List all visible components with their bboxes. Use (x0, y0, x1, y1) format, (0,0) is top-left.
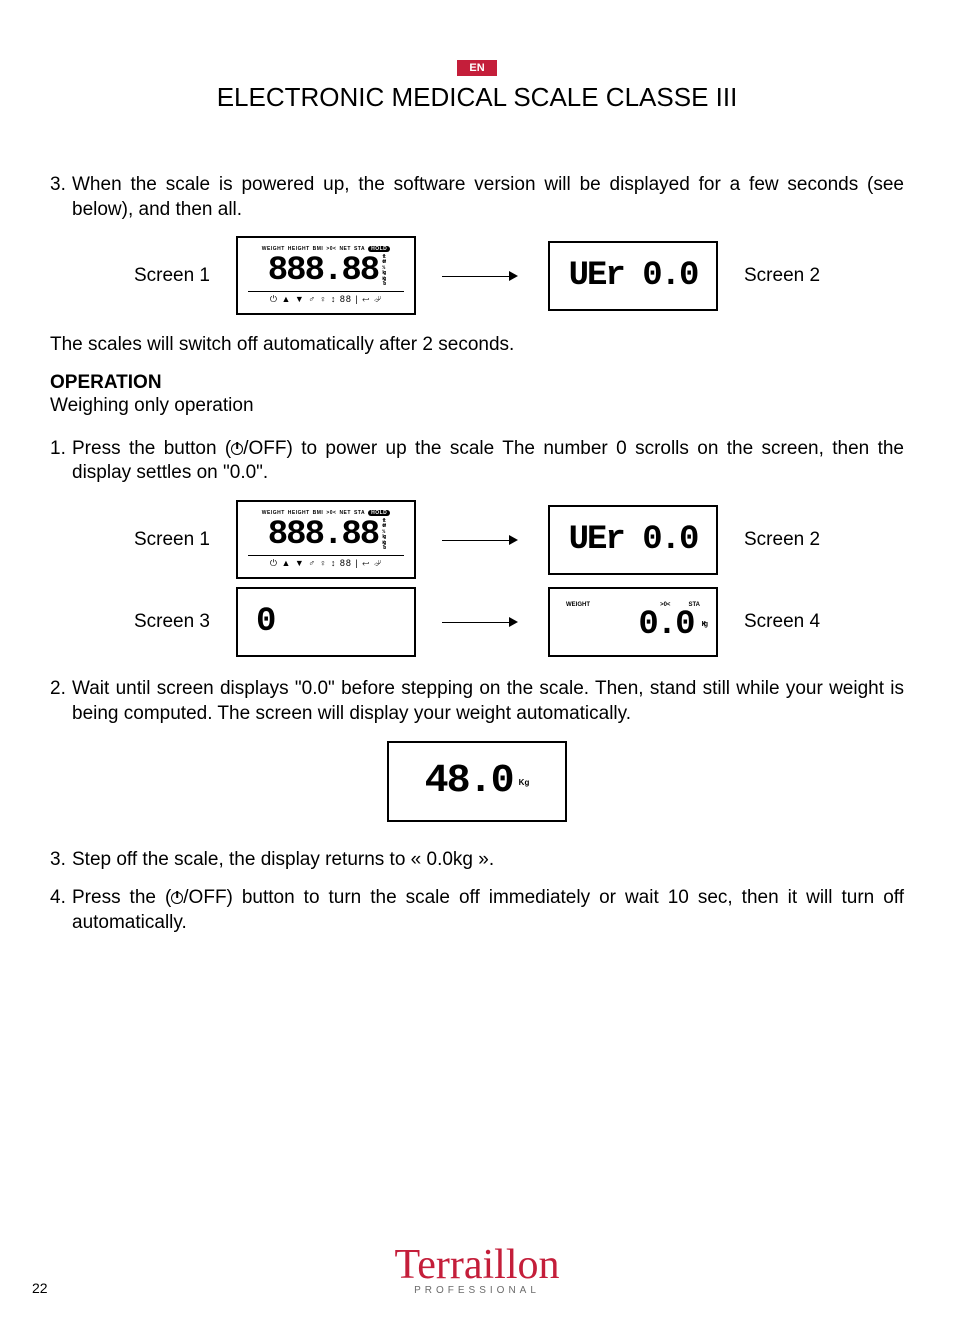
step-number: 1. (50, 437, 72, 486)
digits-value: 888.88 (268, 254, 378, 288)
digits-value: 888.88 (268, 518, 378, 552)
brand-name: Terraillon (395, 1241, 560, 1289)
lcd-screen-3: 0 (236, 587, 416, 657)
lcd-digits: UEr 0.0 (569, 259, 698, 293)
brand-logo: Terraillon PROFESSIONAL (395, 1241, 560, 1296)
lcd-digits: 888.88 ft CM % kg Kg lb (268, 518, 384, 552)
power-icon (231, 443, 243, 455)
unit-lb: lb (382, 282, 384, 288)
lcd-screen-2: UEr 0.0 (548, 241, 718, 311)
lcd-digits: 888.88 ft CM % kg Kg lb (268, 254, 384, 288)
screen-1-label: Screen 1 (134, 529, 210, 551)
op-step-4: 4. Press the (/OFF) button to turn the s… (50, 886, 904, 935)
lcd-screen-1b: WEIGHT HEIGHT BMI >0< NET STA HOLD 888.8… (236, 500, 416, 579)
screen-2-label: Screen 2 (744, 265, 820, 287)
screen-1-label: Screen 1 (134, 265, 210, 287)
step-text: Wait until screen displays "0.0" before … (72, 677, 904, 726)
lcd-units: ft CM % kg Kg lb (382, 255, 384, 288)
screen-4-label: Screen 4 (744, 611, 820, 633)
step-number: 3. (50, 173, 72, 222)
weight-unit: Kg (519, 778, 530, 787)
step-text: Press the button (/OFF) to power up the … (72, 437, 904, 486)
arrow-icon (442, 265, 522, 286)
lcd-digits: UEr 0.0 (569, 523, 698, 557)
step1-pre: Press the button ( (72, 438, 231, 459)
lcd-screen-2b: UEr 0.0 (548, 505, 718, 575)
unit-lb: lb (382, 546, 384, 552)
step-number: 4. (50, 886, 72, 935)
power-icon (171, 892, 183, 904)
operation-sub: Weighing only operation (50, 394, 904, 419)
page-number: 22 (32, 1280, 48, 1296)
figure-1: Screen 1 WEIGHT HEIGHT BMI >0< NET STA H… (50, 236, 904, 315)
weight-example: 48.0 Kg (387, 741, 567, 822)
operation-heading: OPERATION (50, 372, 904, 394)
lcd-digits: 0.0 Kg (638, 608, 706, 642)
intro-step-3: 3. When the scale is powered up, the sof… (50, 173, 904, 222)
op-step-3: 3. Step off the scale, the display retur… (50, 848, 904, 873)
step-number: 2. (50, 677, 72, 726)
step4-pre: Press the ( (72, 887, 171, 908)
lcd-bottom-icons: ⏻ ▲ ▼ ♂ ♀ ↕ 88 | ↩ ⏎ (248, 291, 404, 305)
screen-2-label: Screen 2 (744, 529, 820, 551)
step-text: Press the (/OFF) button to turn the scal… (72, 886, 904, 935)
indicator-weight: WEIGHT (566, 602, 590, 608)
arrow-icon (442, 612, 522, 633)
lang-badge: EN (457, 60, 497, 76)
step-text: Step off the scale, the display returns … (72, 848, 904, 873)
op-step-1: 1. Press the button (/OFF) to power up t… (50, 437, 904, 486)
auto-off-text: The scales will switch off automatically… (50, 333, 904, 358)
figure-2-row-1: Screen 1 WEIGHT HEIGHT BMI >0< NET STA H… (50, 500, 904, 579)
step4-mid: /OFF) button to turn the scale off immed… (72, 887, 904, 933)
unit-kg: Kg (702, 622, 706, 629)
page-title: ELECTRONIC MEDICAL SCALE CLASSE III (50, 82, 904, 113)
brand-sub: PROFESSIONAL (395, 1285, 560, 1296)
arrow-icon (442, 529, 522, 550)
lcd-units: ft CM % kg Kg lb (382, 519, 384, 552)
digits-value: 0.0 (638, 608, 693, 642)
lcd-bottom-icons: ⏻ ▲ ▼ ♂ ♀ ↕ 88 | ↩ ⏎ (248, 555, 404, 569)
figure-2-row-2: Screen 3 0 WEIGHT >0< STA 0.0 Kg Screen … (50, 587, 904, 657)
step-text: When the scale is powered up, the softwa… (72, 173, 904, 222)
screen-3-label: Screen 3 (134, 611, 210, 633)
op-step-2: 2. Wait until screen displays "0.0" befo… (50, 677, 904, 726)
step-number: 3. (50, 848, 72, 873)
lcd-screen-1: WEIGHT HEIGHT BMI >0< NET STA HOLD 888.8… (236, 236, 416, 315)
lcd-screen-4: WEIGHT >0< STA 0.0 Kg (548, 587, 718, 657)
weight-digits: 48.0 (425, 759, 513, 804)
lcd-digits: 0 (256, 605, 274, 639)
